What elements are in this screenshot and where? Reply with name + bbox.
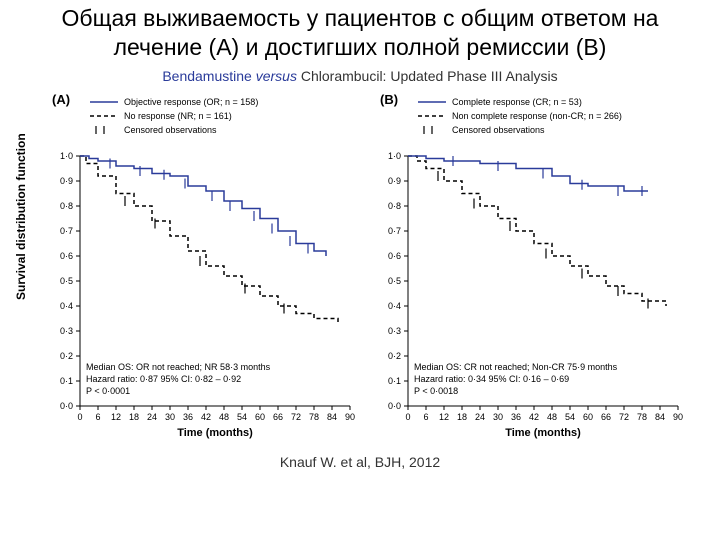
svg-text:72: 72: [619, 412, 629, 422]
svg-text:0·2: 0·2: [60, 351, 73, 361]
svg-text:60: 60: [255, 412, 265, 422]
svg-text:0: 0: [77, 412, 82, 422]
svg-text:Hazard ratio: 0·87 95% CI: 0·8: Hazard ratio: 0·87 95% CI: 0·82 – 0·92: [86, 374, 241, 384]
svg-text:24: 24: [475, 412, 485, 422]
svg-text:0·6: 0·6: [60, 251, 73, 261]
svg-text:(A): (A): [52, 92, 70, 107]
svg-text:0·9: 0·9: [60, 176, 73, 186]
svg-text:42: 42: [529, 412, 539, 422]
svg-text:Non complete response (non-CR;: Non complete response (non-CR; n = 266): [452, 111, 622, 121]
svg-text:0·6: 0·6: [388, 251, 401, 261]
svg-text:54: 54: [237, 412, 247, 422]
svg-text:0·0: 0·0: [388, 401, 401, 411]
subtitle-versus: versus: [256, 68, 297, 84]
svg-text:12: 12: [439, 412, 449, 422]
svg-text:0·4: 0·4: [60, 301, 73, 311]
svg-text:90: 90: [673, 412, 683, 422]
svg-text:18: 18: [457, 412, 467, 422]
svg-text:6: 6: [95, 412, 100, 422]
svg-text:Time (months): Time (months): [505, 427, 581, 439]
svg-text:90: 90: [345, 412, 355, 422]
svg-text:0·8: 0·8: [388, 201, 401, 211]
svg-text:78: 78: [309, 412, 319, 422]
svg-text:6: 6: [423, 412, 428, 422]
y-axis-label: Survival distribution function: [14, 133, 28, 300]
slide-subtitle: Bendamustine versus Chlorambucil: Update…: [0, 68, 720, 84]
svg-text:P < 0·0018: P < 0·0018: [414, 386, 458, 396]
chart-b-svg: (B) Complete response (CR; n = 53) Non com…: [364, 90, 684, 450]
svg-text:0·7: 0·7: [388, 226, 401, 236]
svg-text:78: 78: [637, 412, 647, 422]
svg-text:24: 24: [147, 412, 157, 422]
svg-text:0·0: 0·0: [60, 401, 73, 411]
svg-text:30: 30: [493, 412, 503, 422]
svg-text:0·5: 0·5: [388, 276, 401, 286]
svg-text:0·4: 0·4: [388, 301, 401, 311]
svg-text:1·0: 1·0: [388, 151, 401, 161]
panel-a: (A) Objective response (OR; n = 158) No re…: [36, 90, 356, 450]
svg-text:0: 0: [405, 412, 410, 422]
svg-text:0·3: 0·3: [60, 326, 73, 336]
svg-text:0·1: 0·1: [388, 376, 401, 386]
svg-text:0·1: 0·1: [60, 376, 73, 386]
subtitle-drug-b: Chlorambucil: Updated Phase III Analysis: [301, 68, 558, 84]
svg-text:(B): (B): [380, 92, 398, 107]
chart-a-svg: (A) Objective response (OR; n = 158) No re…: [36, 90, 356, 450]
svg-text:P < 0·0001: P < 0·0001: [86, 386, 130, 396]
svg-text:0·5: 0·5: [60, 276, 73, 286]
svg-text:42: 42: [201, 412, 211, 422]
svg-text:0·2: 0·2: [388, 351, 401, 361]
svg-text:84: 84: [655, 412, 665, 422]
svg-text:54: 54: [565, 412, 575, 422]
svg-text:60: 60: [583, 412, 593, 422]
slide-title: Общая выживаемость у пациентов с общим о…: [0, 0, 720, 62]
svg-text:0·9: 0·9: [388, 176, 401, 186]
svg-text:30: 30: [165, 412, 175, 422]
svg-text:84: 84: [327, 412, 337, 422]
svg-text:Median OS: OR not reached; NR: Median OS: OR not reached; NR 58·3 month…: [86, 362, 271, 372]
svg-text:12: 12: [111, 412, 121, 422]
svg-text:Complete response (CR; n = 53): Complete response (CR; n = 53): [452, 97, 582, 107]
svg-text:66: 66: [273, 412, 283, 422]
svg-text:Hazard ratio: 0·34 95% CI: 0·1: Hazard ratio: 0·34 95% CI: 0·16 – 0·69: [414, 374, 569, 384]
citation: Knauf W. et al, BJH, 2012: [0, 454, 720, 470]
slide: Общая выживаемость у пациентов с общим о…: [0, 0, 720, 540]
svg-text:Median OS: CR not reached; Non: Median OS: CR not reached; Non-CR 75·9 m…: [414, 362, 618, 372]
svg-text:Censored observations: Censored observations: [452, 125, 545, 135]
svg-text:0·7: 0·7: [60, 226, 73, 236]
svg-text:72: 72: [291, 412, 301, 422]
svg-text:1·0: 1·0: [60, 151, 73, 161]
svg-text:66: 66: [601, 412, 611, 422]
svg-text:Objective response (OR; n = 15: Objective response (OR; n = 158): [124, 97, 258, 107]
svg-text:Censored observations: Censored observations: [124, 125, 217, 135]
charts-row: (A) Objective response (OR; n = 158) No re…: [0, 90, 720, 450]
subtitle-drug-a: Bendamustine: [162, 68, 252, 84]
svg-text:Time (months): Time (months): [177, 427, 253, 439]
svg-text:36: 36: [511, 412, 521, 422]
svg-text:0·3: 0·3: [388, 326, 401, 336]
panel-b: (B) Complete response (CR; n = 53) Non com…: [364, 90, 684, 450]
svg-text:No response (NR; n = 161): No response (NR; n = 161): [124, 111, 232, 121]
svg-text:18: 18: [129, 412, 139, 422]
svg-text:48: 48: [547, 412, 557, 422]
svg-text:36: 36: [183, 412, 193, 422]
svg-text:0·8: 0·8: [60, 201, 73, 211]
svg-text:48: 48: [219, 412, 229, 422]
